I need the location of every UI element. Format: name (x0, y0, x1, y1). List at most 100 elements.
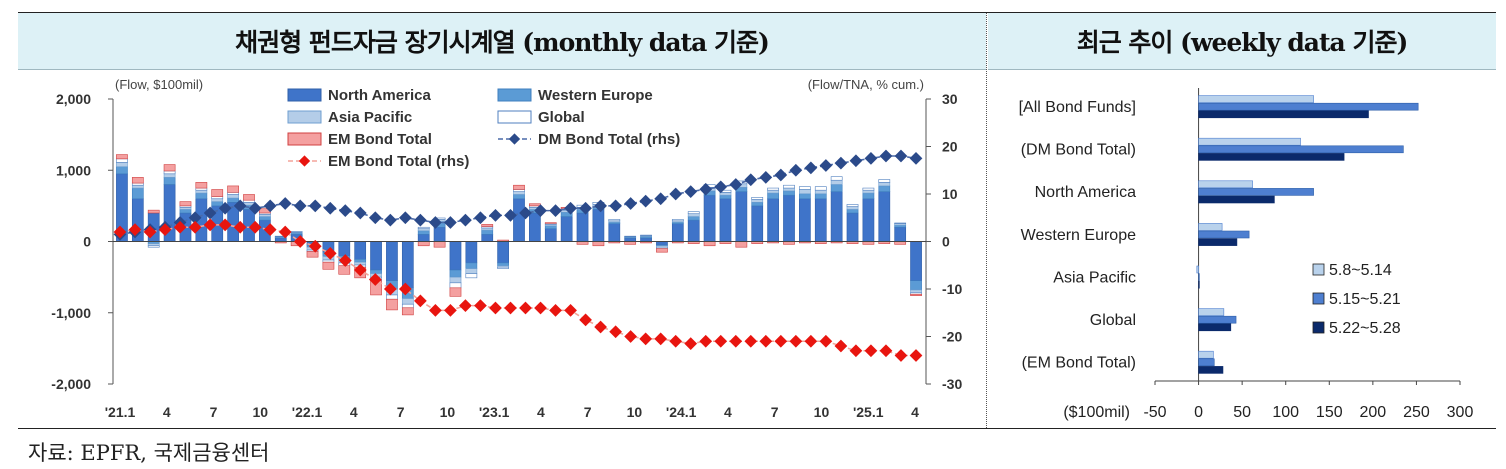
bar-western-europe (481, 229, 494, 235)
weekly-bar-2 (1198, 188, 1314, 196)
dm-rhs-point (293, 199, 307, 213)
dm-rhs-point (398, 211, 412, 225)
em-rhs-point (474, 299, 487, 312)
weekly-x-tick-label: 0 (1194, 404, 1203, 421)
y2-tick-label: -10 (942, 281, 962, 297)
legend-label: DM Bond Total (rhs) (538, 131, 680, 148)
bar-em-bond-total (656, 248, 668, 253)
dm-rhs-point (353, 206, 367, 220)
y2-tick-label: -30 (942, 376, 962, 392)
bar-global (624, 235, 637, 237)
bar-north-america (799, 198, 811, 242)
weekly-bar-1 (1198, 308, 1225, 316)
bar-north-america (687, 219, 700, 242)
weekly-bar-2 (1198, 273, 1200, 281)
dm-rhs-point (669, 187, 683, 201)
dm-rhs-point (639, 194, 653, 208)
y-axis-label: (Flow, $100mil) (115, 77, 203, 92)
bar-western-europe (195, 192, 208, 200)
dm-rhs-point (819, 159, 833, 172)
bar-north-america (894, 226, 907, 242)
dm-rhs-point (759, 171, 773, 184)
y2-tick-label: 10 (942, 186, 958, 202)
y-tick-label: -2,000 (51, 376, 91, 392)
y2-tick-label: 0 (942, 234, 950, 250)
bar-western-europe (465, 262, 478, 269)
bar-western-europe (513, 194, 525, 200)
bar-north-america (846, 212, 859, 242)
bar-north-america (767, 198, 779, 242)
weekly-category-label: Western Europe (1021, 227, 1136, 244)
dm-rhs-point (789, 163, 803, 177)
legend-swatch (287, 88, 322, 102)
weekly-bar-1 (1196, 265, 1199, 274)
bar-asia-pacific (910, 289, 922, 294)
bar-asia-pacific (799, 189, 811, 195)
bar-north-america (465, 241, 478, 264)
bar-asia-pacific (719, 192, 732, 196)
bar-north-america (862, 198, 875, 242)
em-rhs-point (669, 334, 683, 348)
bar-north-america (719, 198, 732, 242)
weekly-x-tick-label: 200 (1360, 404, 1387, 421)
em-rhs-point (173, 220, 187, 234)
bar-asia-pacific (401, 298, 414, 305)
bar-western-europe (227, 197, 239, 203)
bar-asia-pacific (147, 243, 160, 247)
bar-global (163, 170, 176, 175)
em-rhs-point (594, 320, 607, 334)
weekly-x-axis-label: ($100mil) (1063, 404, 1130, 421)
bar-north-america (703, 194, 716, 242)
bar-global (322, 259, 335, 263)
bar-western-europe (163, 177, 176, 185)
em-rhs-point (579, 313, 592, 327)
bar-asia-pacific (481, 227, 494, 231)
bar-global (417, 226, 430, 229)
bar-global (147, 245, 160, 248)
bar-em-bond-total (529, 203, 541, 207)
x-tick-label: 4 (537, 404, 545, 420)
bar-global (243, 199, 255, 203)
bar-global (814, 186, 827, 191)
weekly-bar-1 (1198, 180, 1253, 189)
bar-north-america (544, 228, 557, 242)
dm-rhs-point (504, 209, 517, 222)
weekly-bar-3 (1198, 238, 1238, 246)
bar-asia-pacific (767, 189, 779, 194)
bar-asia-pacific (116, 162, 128, 167)
weekly-bar-3 (1198, 323, 1232, 332)
bar-em-bond-total (386, 298, 398, 311)
weekly-x-tick-label: -50 (1143, 404, 1166, 421)
weekly-legend-swatch (1312, 321, 1325, 334)
em-rhs-point (383, 282, 397, 296)
bar-western-europe (719, 194, 732, 200)
dm-rhs-point (834, 156, 848, 170)
bar-asia-pacific (259, 214, 271, 217)
bar-north-america (640, 237, 652, 242)
bar-asia-pacific (783, 187, 795, 192)
weekly-category-label: [All Bond Funds] (1019, 99, 1136, 116)
em-rhs-point (398, 282, 412, 296)
dm-rhs-point (414, 213, 427, 227)
dm-rhs-point (609, 199, 622, 213)
bar-em-bond-total (544, 222, 557, 224)
em-rhs-point (729, 334, 743, 348)
dm-rhs-point (549, 204, 562, 217)
bar-western-europe (846, 209, 859, 214)
em-rhs-point (158, 223, 172, 236)
dm-rhs-point (278, 197, 292, 210)
bar-asia-pacific (830, 179, 843, 185)
bar-north-america (417, 234, 430, 242)
bar-western-europe (767, 192, 779, 200)
bar-em-bond-total (417, 241, 430, 247)
weekly-category-label: Asia Pacific (1053, 269, 1136, 286)
em-rhs-point (323, 247, 337, 260)
legend-swatch (497, 110, 532, 124)
em-rhs-point (789, 334, 803, 348)
em-rhs-point (774, 334, 788, 348)
weekly-bar-2 (1198, 145, 1404, 154)
bar-north-america (449, 241, 462, 271)
x-tick-label: 4 (350, 404, 358, 420)
x-tick-label: '25.1 (853, 404, 884, 420)
